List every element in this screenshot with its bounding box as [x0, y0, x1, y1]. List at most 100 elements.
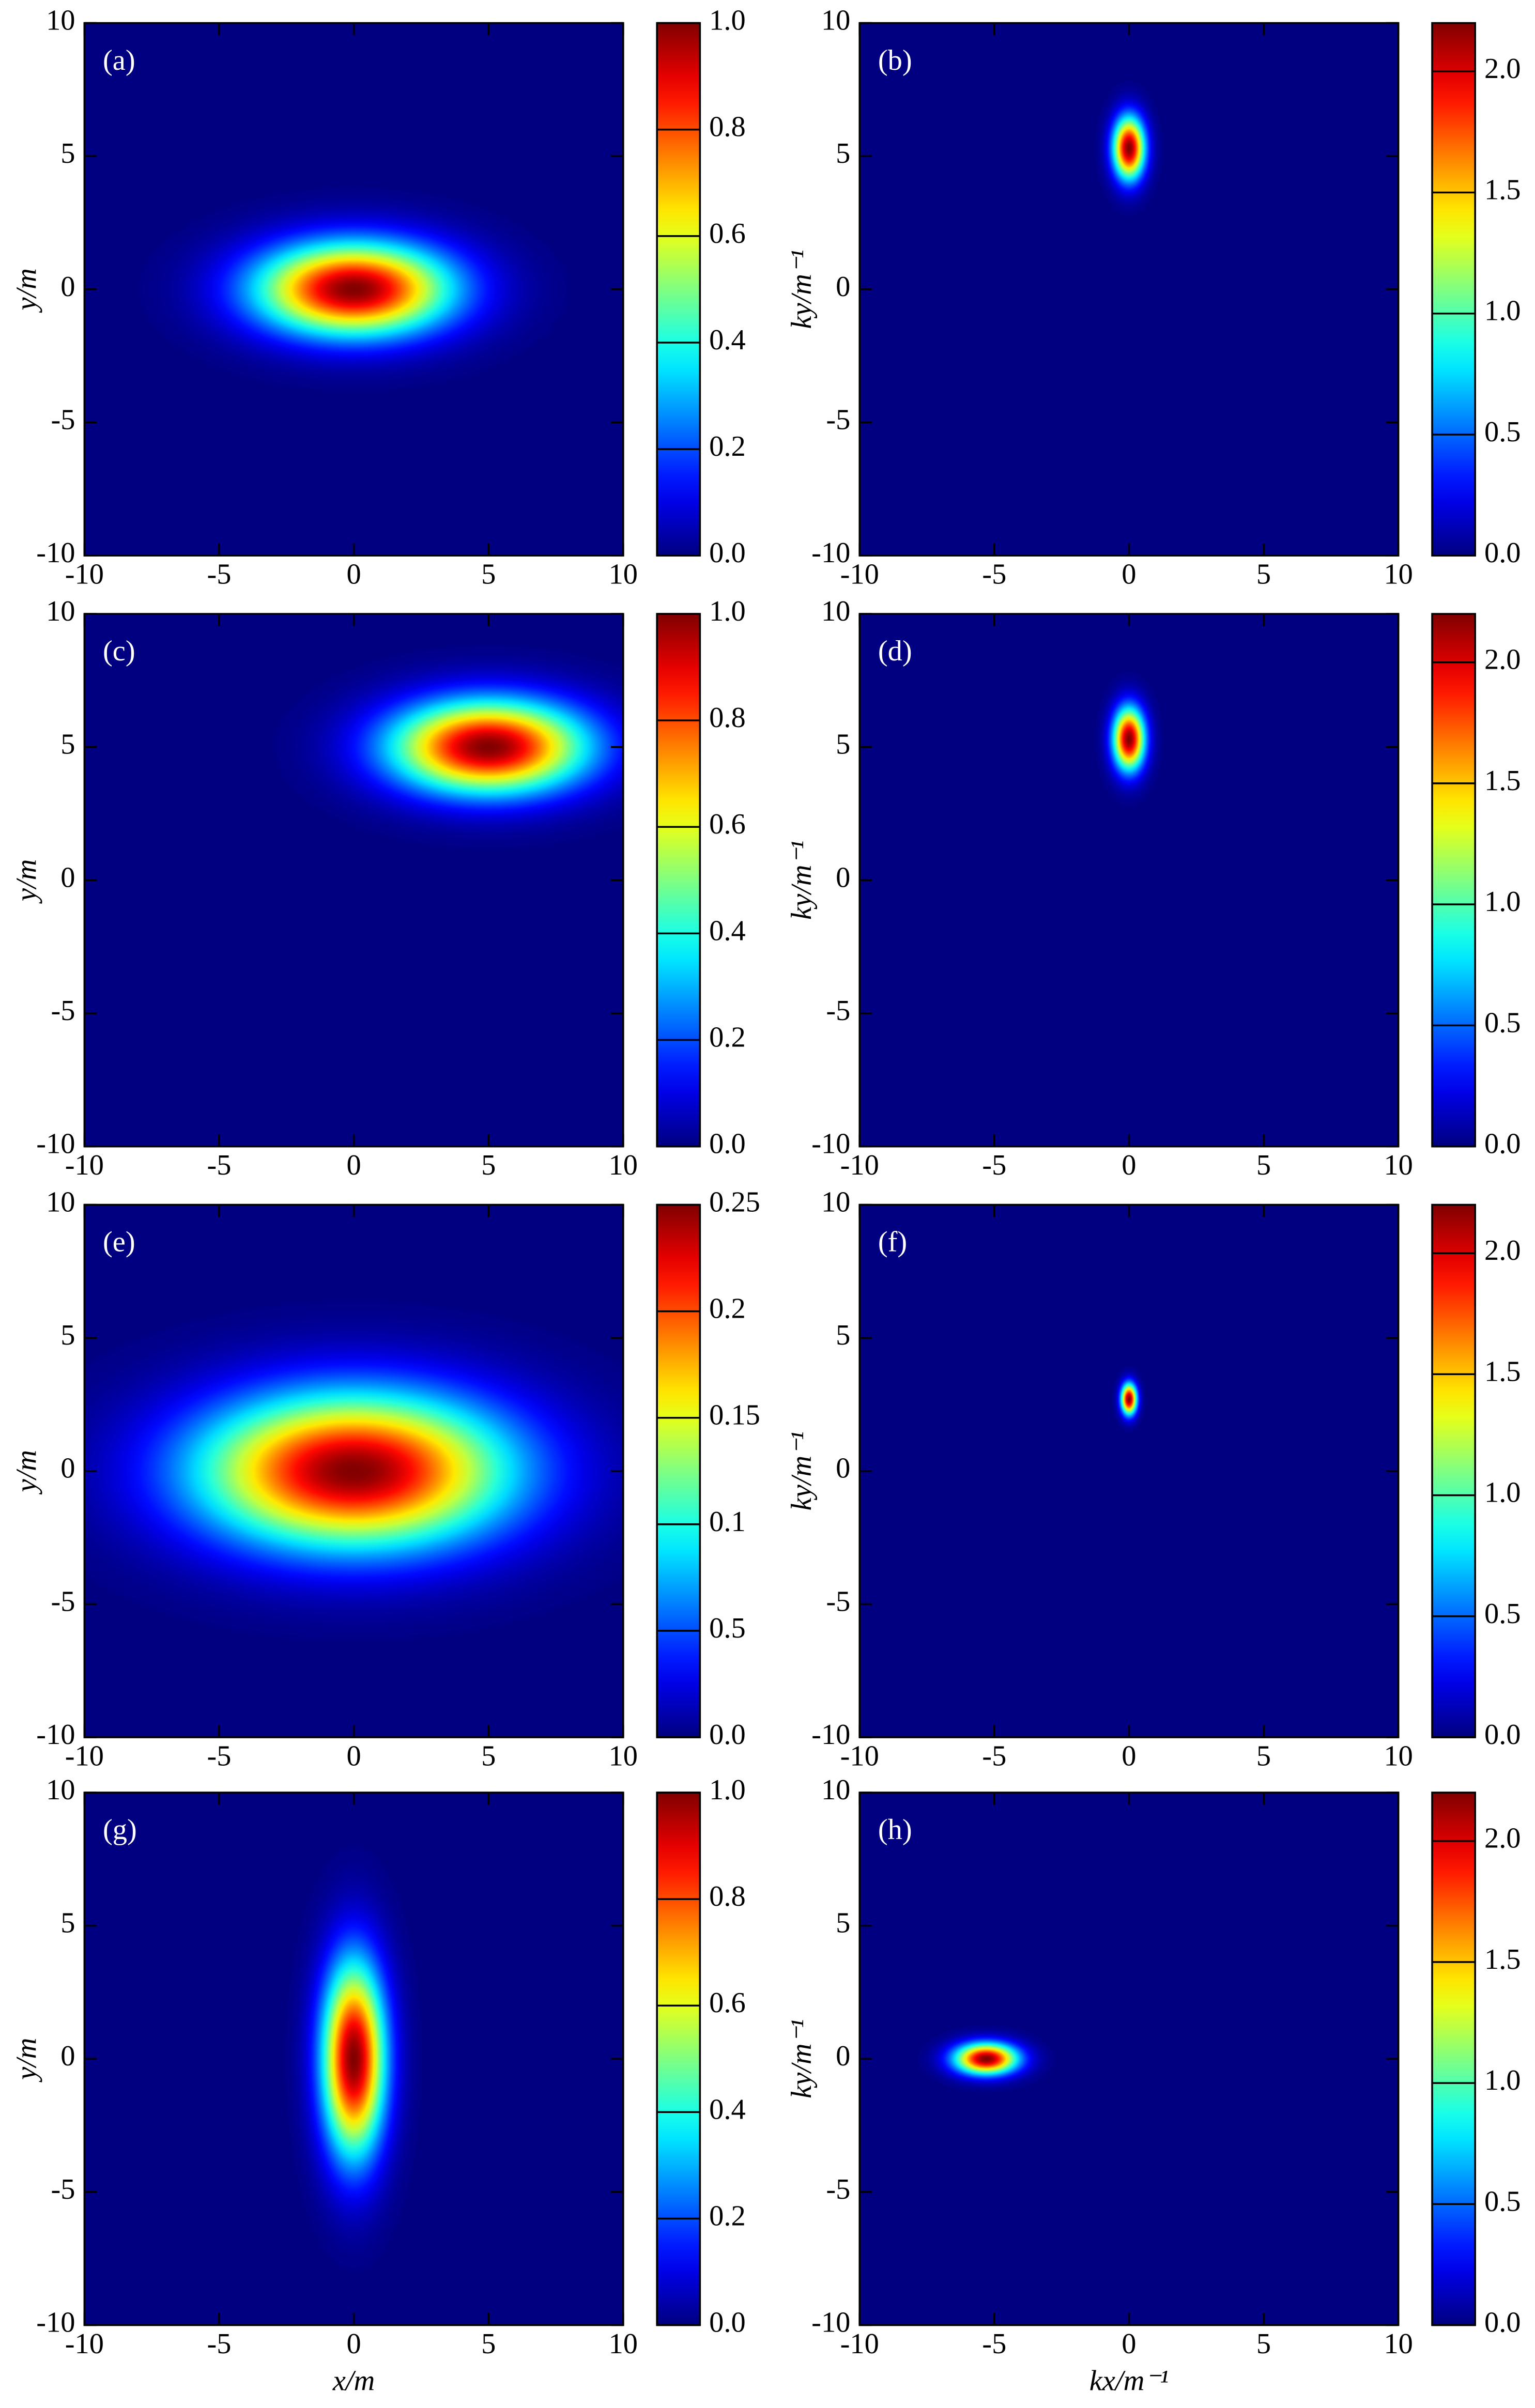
y-tick-label: 10 — [821, 595, 850, 627]
panel-label: (b) — [878, 44, 912, 76]
x-tick-label: 5 — [481, 1740, 496, 1772]
colorbar-tick-label: 1.0 — [1484, 886, 1521, 918]
x-tick-label: 5 — [1256, 1740, 1271, 1772]
x-tick-label: -5 — [982, 2328, 1006, 2360]
y-tick-label: 0 — [836, 1453, 850, 1485]
x-tick-label: -5 — [207, 559, 231, 591]
x-tick-label: 0 — [1122, 2328, 1136, 2360]
y-tick-label: 5 — [60, 137, 75, 169]
intensity-blob — [917, 2025, 1055, 2093]
y-tick-label: 10 — [46, 1186, 75, 1218]
colorbar-tick-label: 0.0 — [1484, 2307, 1521, 2339]
colorbar-tick-label: 0.15 — [709, 1399, 760, 1431]
x-tick-label: 0 — [346, 1740, 361, 1772]
x-tick-label: -5 — [982, 1149, 1006, 1181]
x-tick-label: 10 — [609, 559, 638, 591]
colorbar-tick-label: 1.0 — [709, 5, 746, 37]
y-axis-label: y/m — [10, 859, 42, 904]
x-tick-label: -10 — [65, 1740, 104, 1772]
y-tick-label: -5 — [826, 2173, 850, 2205]
colorbar-tick-label: 0.6 — [709, 808, 746, 840]
y-tick-label: 0 — [836, 861, 850, 893]
intensity-blob — [273, 644, 623, 850]
intensity-blob — [285, 1846, 423, 2272]
panel-label: (a) — [103, 44, 135, 76]
x-tick-label: -5 — [982, 1740, 1006, 1772]
x-tick-label: 0 — [346, 559, 361, 591]
colorbar-tick-label: 0.4 — [709, 915, 746, 947]
colorbar — [1431, 1203, 1476, 1738]
x-tick-label: 10 — [1384, 1740, 1413, 1772]
colorbar-tick-label: 2.0 — [1484, 1823, 1521, 1855]
colorbar-tick-label: 0.2 — [709, 1293, 746, 1325]
x-tick-label: 0 — [1122, 1740, 1136, 1772]
colorbar-tick-label: 0.1 — [709, 1506, 746, 1538]
colorbar-tick-label: 1.5 — [1484, 1943, 1521, 1975]
y-tick-label: 0 — [60, 2040, 75, 2072]
x-tick-label: 0 — [1122, 1149, 1136, 1181]
colorbar — [656, 1203, 701, 1738]
colorbar-tick-label: 1.0 — [1484, 295, 1521, 327]
colorbar-tick-label: 1.0 — [1484, 2064, 1521, 2096]
x-tick-label: 10 — [1384, 1149, 1413, 1181]
colorbar-tick-label: 1.5 — [1484, 174, 1521, 206]
x-tick-label: 0 — [1122, 559, 1136, 591]
colorbar-tick-label: 1.5 — [1484, 1355, 1521, 1387]
y-tick-label: 10 — [821, 1186, 850, 1218]
y-tick-label: -10 — [811, 1719, 850, 1751]
colorbar-tick-label: 2.0 — [1484, 1234, 1521, 1267]
panel-label: (f) — [878, 1226, 907, 1258]
colorbar-tick-label: 0.0 — [709, 1128, 746, 1160]
colorbar-tick-label: 0.8 — [709, 111, 746, 143]
y-tick-label: 0 — [836, 271, 850, 303]
colorbar-tick-label: 0.8 — [709, 702, 746, 734]
y-tick-label: -10 — [811, 1128, 850, 1160]
colorbar-tick-label: 1.0 — [709, 1774, 746, 1806]
x-tick-label: 5 — [1256, 1149, 1271, 1181]
x-axis-label: x/m — [332, 2365, 375, 2397]
colorbar-tick-label: 0.5 — [709, 1612, 746, 1644]
x-tick-label: 5 — [481, 2328, 496, 2360]
colorbar-tick-label: 0.2 — [709, 2200, 746, 2232]
x-tick-label: 10 — [1384, 2328, 1413, 2360]
y-tick-label: 10 — [821, 5, 850, 37]
y-tick-label: 0 — [60, 271, 75, 303]
panel-label: (d) — [878, 635, 912, 667]
x-tick-label: -10 — [65, 559, 104, 591]
x-tick-label: 0 — [346, 2328, 361, 2360]
y-tick-label: 0 — [60, 1453, 75, 1485]
colorbar-tick-label: 1.0 — [1484, 1477, 1521, 1509]
x-tick-label: 10 — [1384, 559, 1413, 591]
y-tick-label: 5 — [836, 137, 850, 169]
x-tick-label: -5 — [207, 1740, 231, 1772]
colorbar — [1431, 1792, 1476, 2326]
x-tick-label: -5 — [207, 2328, 231, 2360]
y-tick-label: 0 — [60, 861, 75, 893]
intensity-blob — [138, 187, 570, 392]
y-axis-label: y/m — [10, 1450, 42, 1494]
y-axis-label: ky/m⁻¹ — [786, 2019, 818, 2098]
x-tick-label: -10 — [65, 1149, 104, 1181]
x-tick-label: -5 — [207, 1149, 231, 1181]
y-tick-label: -5 — [826, 995, 850, 1027]
x-tick-label: 0 — [346, 1149, 361, 1181]
y-tick-label: -5 — [826, 1585, 850, 1617]
colorbar-tick-label: 0.2 — [709, 1021, 746, 1053]
colorbar-tick-label: 0.8 — [709, 1880, 746, 1912]
colorbar — [656, 22, 701, 557]
y-tick-label: 10 — [46, 595, 75, 627]
colorbar-tick-label: 0.5 — [1484, 1598, 1521, 1630]
intensity-blob — [1112, 1365, 1146, 1433]
y-tick-label: 10 — [46, 5, 75, 37]
colorbar-tick-label: 0.6 — [709, 218, 746, 250]
colorbar-tick-label: 0.5 — [1484, 416, 1521, 448]
y-axis-label: ky/m⁻¹ — [786, 250, 818, 329]
panel-label: (g) — [103, 1814, 137, 1846]
y-tick-label: 5 — [60, 1907, 75, 1939]
colorbar-tick-label: 0.0 — [1484, 1128, 1521, 1160]
y-tick-label: -10 — [36, 1719, 75, 1751]
y-tick-label: -10 — [811, 537, 850, 569]
x-tick-label: -10 — [840, 1740, 879, 1772]
colorbar-tick-label: 0.6 — [709, 1987, 746, 2019]
